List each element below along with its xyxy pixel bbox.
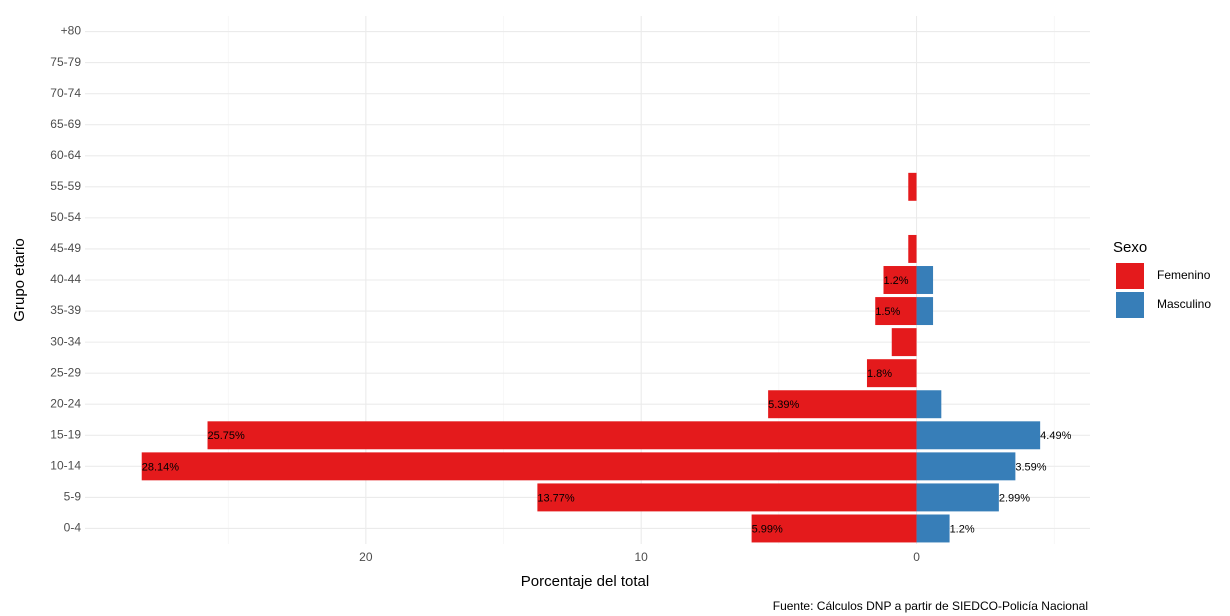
bar [908,234,917,263]
y-tick-label: 45-49 [50,241,81,255]
bar [537,483,917,512]
y-tick-label: 50-54 [50,210,81,224]
legend-label: Masculino [1157,297,1211,311]
x-tick-label: 20 [359,550,373,564]
data-label: 25.75% [208,430,246,442]
legend-swatch [1116,292,1144,318]
data-label: 4.49% [1040,430,1071,442]
data-label: 1.2% [950,523,975,535]
bar [866,359,917,388]
y-tick-label: 55-59 [50,179,81,193]
y-tick-label: 5-9 [64,490,82,504]
y-tick-label: 40-44 [50,272,81,286]
bar [916,483,999,512]
y-tick-label: 60-64 [50,148,81,162]
bar [207,421,917,450]
bar [916,297,934,326]
bar [891,328,917,357]
bar [908,172,917,201]
y-tick-label: 0-4 [64,521,82,535]
bar [916,514,950,543]
x-tick-label: 10 [635,550,649,564]
y-tick-label: 75-79 [50,55,81,69]
y-tick-label: 25-29 [50,365,81,379]
y-tick-label: 70-74 [50,86,81,100]
x-tick-label: 0 [913,550,920,564]
legend-label: Femenino [1157,268,1211,282]
data-label: 5.99% [752,523,783,535]
bar [916,390,942,419]
bar [916,452,1016,481]
bar [751,514,917,543]
caption: Fuente: Cálculos DNP a partir de SIEDCO-… [773,599,1088,613]
data-label: 28.14% [142,461,180,473]
data-label: 2.99% [999,492,1030,504]
bar [875,297,917,326]
data-label: 13.77% [537,492,575,504]
y-tick-label: 30-34 [50,334,81,348]
y-axis-title: Grupo etario [11,238,28,321]
data-label: 1.5% [875,306,900,318]
y-tick-label: +80 [61,24,82,38]
bar [141,452,917,481]
bar [916,421,1041,450]
bar [883,266,917,294]
y-tick-label: 35-39 [50,303,81,317]
data-label: 3.59% [1015,461,1046,473]
data-label: 5.39% [768,399,799,411]
bar [768,390,917,419]
x-axis-title: Porcentaje del total [521,573,649,590]
y-tick-label: 20-24 [50,396,81,410]
legend-title: Sexo [1113,239,1147,256]
y-tick-label: 10-14 [50,459,81,473]
legend-swatch [1116,263,1144,289]
data-label: 1.8% [867,368,892,380]
data-label: 1.2% [883,275,908,287]
y-tick-label: 15-19 [50,427,81,441]
bar [916,266,934,294]
y-tick-label: 65-69 [50,117,81,131]
